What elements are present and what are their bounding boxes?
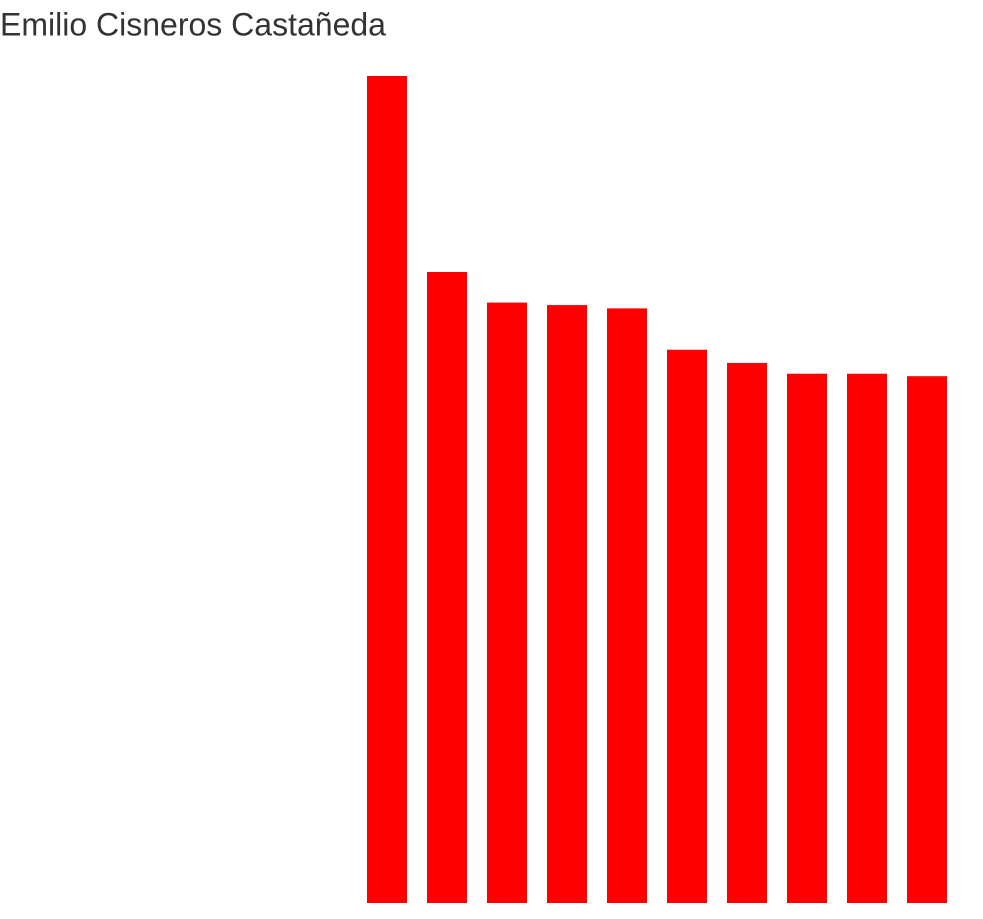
bar — [907, 376, 947, 903]
chart-title: Emilio Cisneros Castañeda — [0, 6, 386, 42]
bar — [427, 271, 467, 903]
bar — [847, 373, 887, 904]
bar — [727, 362, 767, 903]
bar — [367, 76, 407, 903]
bar — [487, 302, 527, 903]
bar — [547, 305, 587, 904]
bar — [787, 373, 827, 904]
bar — [667, 349, 707, 903]
bar — [607, 308, 647, 904]
